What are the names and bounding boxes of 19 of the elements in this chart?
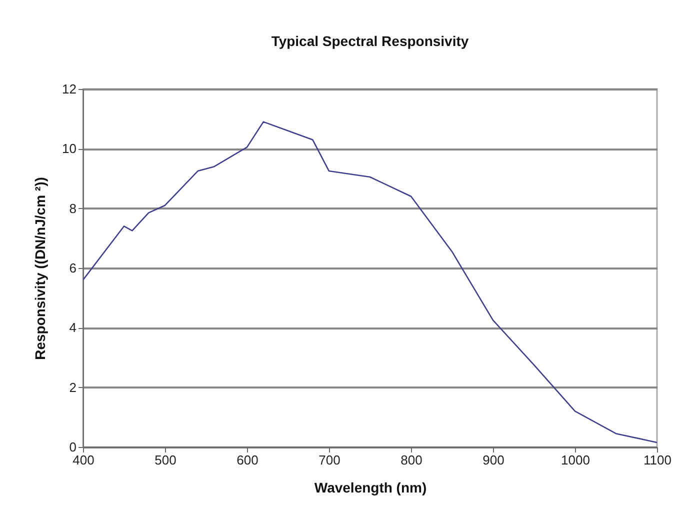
y-tick-label: 8 (69, 200, 76, 216)
chart-title: Typical Spectral Responsivity (271, 33, 469, 49)
y-axis-title: Responsivity ((DN/nJ/cm ²)) (32, 177, 48, 360)
y-tick-label: 12 (62, 82, 76, 96)
y-tick-label: 10 (62, 141, 76, 156)
x-axis-title: Wavelength (nm) (314, 480, 427, 496)
x-tick-label: 700 (318, 452, 340, 468)
x-tick-label: 600 (236, 452, 258, 468)
y-tick-label: 0 (69, 440, 76, 454)
x-tick-label: 400 (72, 452, 94, 468)
x-tick-label: 800 (400, 452, 422, 468)
line-series (83, 121, 657, 444)
x-tick-label: 500 (154, 452, 176, 468)
x-tick-label: 900 (482, 452, 504, 468)
y-tick-label: 6 (69, 260, 76, 276)
x-tick-label: 1100 (644, 452, 672, 468)
x-tick-label: 1000 (561, 452, 590, 468)
y-tick-label: 4 (69, 320, 76, 336)
y-tick-label: 2 (69, 380, 76, 395)
